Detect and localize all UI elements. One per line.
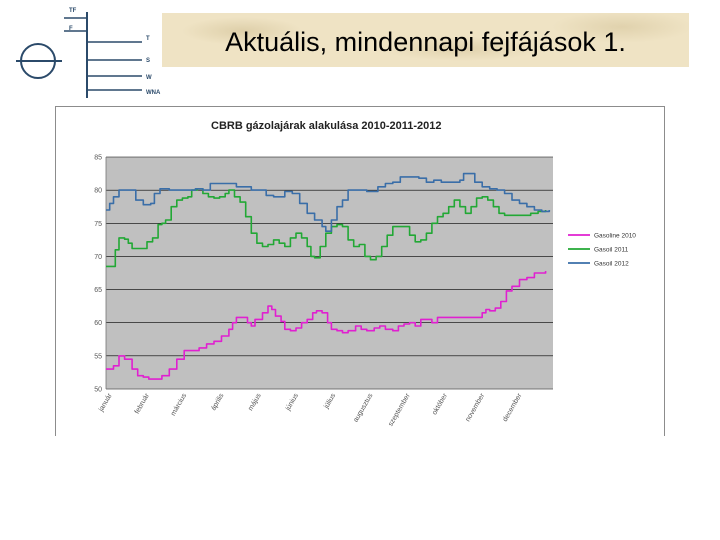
x-tick-label: május (247, 392, 263, 412)
x-tick-label: július (323, 392, 338, 411)
series-line-3 (106, 172, 551, 232)
y-tick-label: 65 (94, 287, 102, 294)
x-tick-label: április (210, 392, 225, 412)
company-logo: TF F T S W WNA (16, 8, 161, 98)
x-tick-label: október (431, 392, 449, 416)
plot-area (106, 157, 553, 389)
logo-label-w: W (146, 75, 152, 81)
logo-label-t: T (146, 36, 150, 42)
slide-title: Aktuális, mindennapi fejfájások 1. (225, 27, 626, 57)
logo-label-s: S (146, 58, 150, 64)
x-tick-label: szeptember (387, 392, 412, 428)
x-tick-label: augusztus (352, 392, 374, 424)
y-tick-label: 75 (94, 221, 102, 228)
logo-label-tf: TF (69, 8, 77, 14)
x-tick-label: január (97, 392, 114, 414)
legend-label: Gasoil 2011 (594, 247, 629, 254)
x-tick-label: március (170, 392, 189, 417)
logo-label-wna: WNA (146, 90, 161, 96)
logo-label-f: F (69, 26, 73, 32)
y-tick-label: 50 (94, 387, 102, 394)
legend-label: Gasoline 2010 (594, 233, 636, 240)
x-tick-label: június (284, 392, 300, 413)
title-band: Aktuális, mindennapi fejfájások 1. (162, 13, 689, 67)
chart-container: CBRB gázolajárak alakulása 2010-2011-201… (55, 106, 665, 436)
x-tick-label: november (465, 392, 487, 423)
chart-title: CBRB gázolajárak alakulása 2010-2011-201… (211, 120, 442, 132)
y-tick-label: 70 (94, 254, 102, 261)
line-chart: CBRB gázolajárak alakulása 2010-2011-201… (94, 120, 654, 428)
y-tick-label: 60 (94, 320, 102, 327)
series-line-1 (106, 271, 547, 380)
series-line-2 (106, 188, 547, 268)
x-tick-label: február (134, 392, 151, 415)
y-tick-label: 80 (94, 188, 102, 195)
y-tick-label: 85 (94, 155, 102, 162)
legend-label: Gasoil 2012 (594, 261, 629, 268)
y-tick-label: 55 (94, 353, 102, 360)
x-tick-label: december (502, 392, 524, 423)
